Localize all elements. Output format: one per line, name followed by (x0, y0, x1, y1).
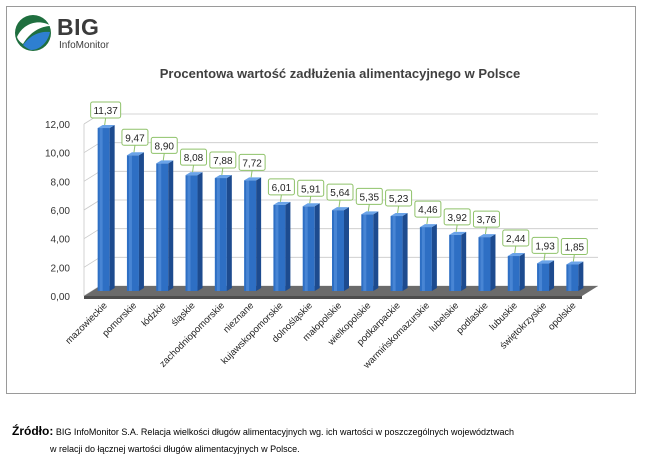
source-line1: BIG InfoMonitor S.A. Relacja wielkości d… (55, 427, 515, 437)
value-label: 5,23 (385, 189, 413, 214)
bar-nieznane (244, 177, 262, 291)
value-label: 8,08 (180, 148, 208, 173)
source-note: Źródło: BIG InfoMonitor S.A. Relacja wie… (12, 423, 637, 458)
value-label: 5,35 (355, 187, 383, 212)
gridline-diag (83, 170, 101, 182)
x-tick-label: opolskie (546, 300, 578, 332)
svg-text:1,85: 1,85 (565, 242, 585, 253)
bar-pomorskie (126, 152, 144, 291)
bar-opolskie (566, 261, 584, 291)
svg-text:5,35: 5,35 (360, 192, 380, 203)
bar-dolnośląskie (302, 203, 320, 291)
bar-świętokrzyskie (537, 260, 555, 291)
bar-chart: Procentowa wartość zadłużenia alimentacy… (45, 66, 598, 372)
gridline-diag (83, 199, 101, 211)
svg-text:7,72: 7,72 (242, 158, 262, 169)
bar-podkarpackie (390, 213, 408, 291)
value-label: 1,85 (560, 237, 588, 262)
value-label: 3,92 (443, 208, 471, 232)
bar-lubelskie (449, 231, 467, 291)
svg-text:5,64: 5,64 (330, 188, 350, 199)
bar-małopolskie (332, 207, 349, 291)
bar-lubuskie (507, 253, 525, 291)
value-label: 3,76 (472, 210, 500, 235)
bar-kujawskopomorskie (273, 201, 291, 291)
logo-subtitle: InfoMonitor (59, 40, 110, 51)
bar-mazowieckie (97, 125, 115, 291)
svg-text:3,92: 3,92 (447, 213, 467, 224)
big-logo-icon (15, 15, 51, 51)
value-label: 7,72 (238, 153, 266, 178)
svg-text:7,88: 7,88 (213, 156, 233, 167)
svg-text:3,76: 3,76 (477, 215, 497, 226)
y-tick-label: 8,00 (51, 177, 71, 188)
svg-text:8,90: 8,90 (155, 141, 175, 152)
gridline-diag (83, 256, 101, 268)
bar-śląskie (185, 172, 203, 291)
value-label: 9,47 (121, 128, 149, 153)
bar-łódzkie (156, 160, 174, 291)
y-tick-label: 12,00 (45, 120, 70, 131)
y-tick-label: 6,00 (51, 206, 71, 217)
svg-text:5,91: 5,91 (301, 184, 321, 195)
svg-text:6,01: 6,01 (272, 183, 292, 194)
value-label: 6,01 (267, 178, 295, 202)
svg-text:4,46: 4,46 (418, 205, 438, 216)
svg-text:8,08: 8,08 (184, 153, 204, 164)
source-label: Źródło: (12, 424, 54, 438)
chart-floor-edge (84, 296, 582, 299)
value-label: 1,93 (531, 236, 559, 261)
x-tick-label: łódzkie (140, 300, 169, 329)
x-tick-label: podlaskie (454, 300, 490, 336)
y-tick-label: 2,00 (51, 263, 71, 274)
bar-zachodniopomorskie (214, 175, 232, 291)
svg-text:2,44: 2,44 (506, 234, 526, 245)
value-label: 7,88 (209, 151, 237, 176)
value-label: 2,44 (502, 229, 530, 254)
x-tick-label: mazowieckie (64, 300, 110, 346)
value-label: 5,64 (326, 183, 354, 208)
value-label: 8,90 (150, 136, 178, 161)
chart-title: Procentowa wartość zadłużenia alimentacy… (160, 66, 521, 81)
bar-wielkopolskie (361, 211, 379, 291)
y-tick-label: 0,00 (51, 292, 71, 303)
svg-text:1,93: 1,93 (535, 241, 555, 252)
svg-text:11,37: 11,37 (93, 106, 118, 117)
value-label: 4,46 (414, 200, 442, 225)
y-tick-label: 4,00 (51, 235, 71, 246)
bar-podlaskie (478, 234, 496, 291)
value-label: 5,91 (297, 179, 325, 204)
value-label: 11,37 (90, 101, 122, 126)
logo-text: BIG (57, 14, 100, 40)
gridline-diag (83, 228, 101, 240)
bar-warmińskomazurskie (419, 224, 437, 291)
big-logo: BIG InfoMonitor (14, 14, 124, 54)
svg-text:9,47: 9,47 (125, 133, 145, 144)
source-line2: w relacji do łącznej wartości długów ali… (50, 444, 300, 454)
y-tick-label: 10,00 (45, 149, 70, 160)
gridline-diag (83, 142, 101, 154)
x-tick-label: śląskie (169, 300, 197, 328)
svg-text:5,23: 5,23 (389, 194, 409, 205)
